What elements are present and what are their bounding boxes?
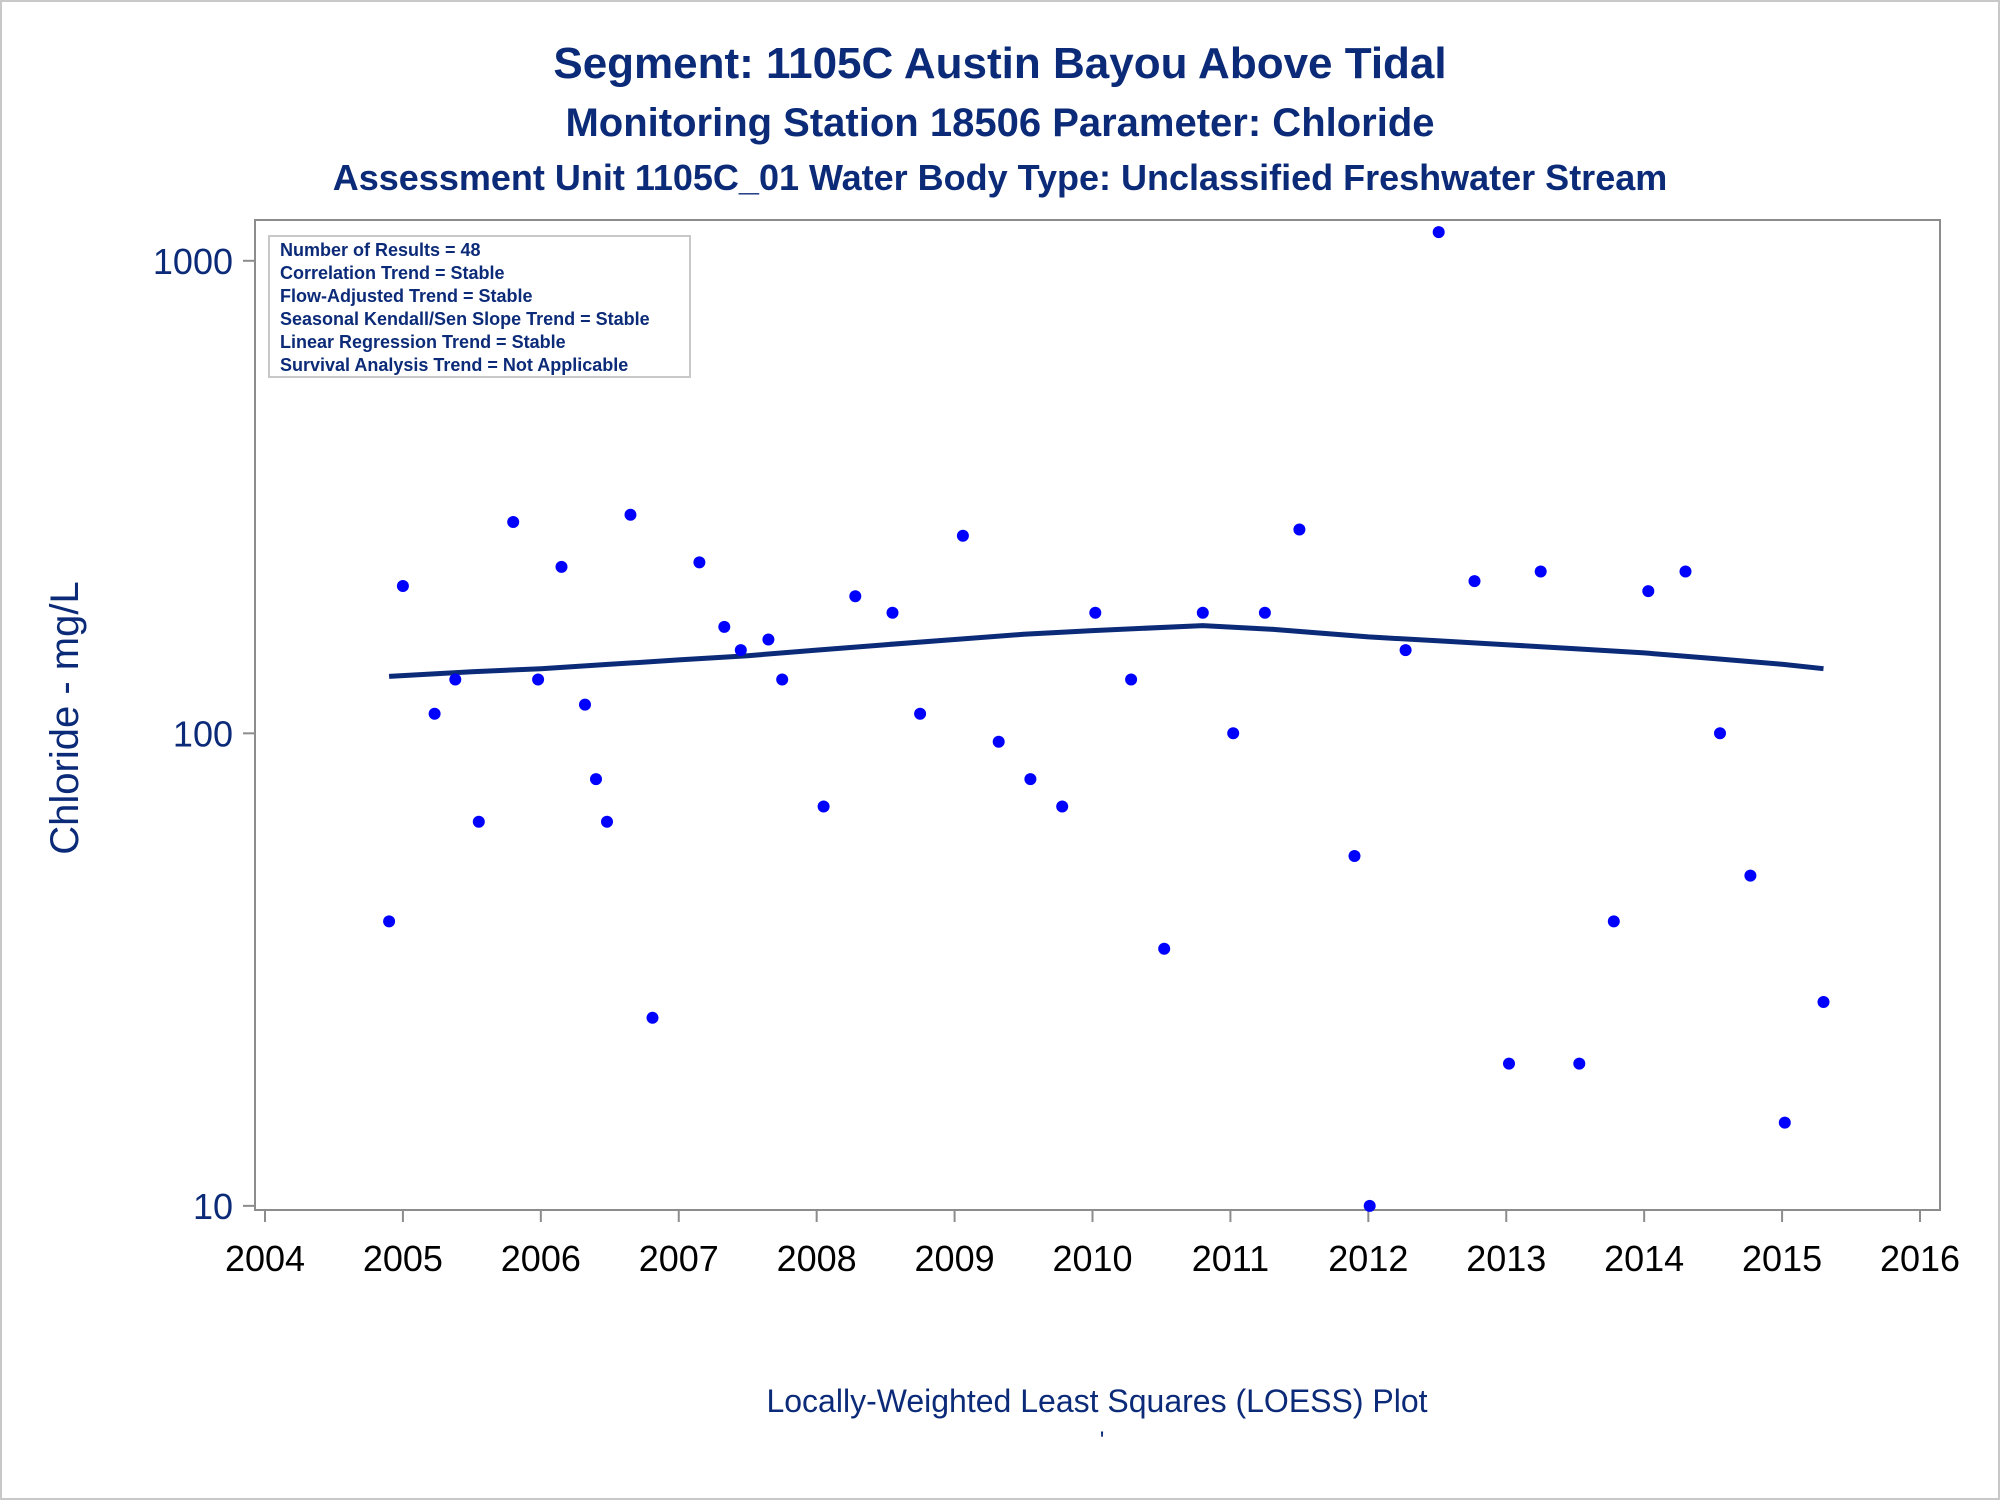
legend-line: Seasonal Kendall/Sen Slope Trend = Stabl… — [280, 309, 650, 329]
data-point — [1024, 773, 1037, 786]
x-tick-label: 2009 — [915, 1238, 995, 1279]
y-tick-label: 1000 — [153, 241, 233, 282]
data-point — [776, 673, 789, 686]
data-point — [817, 800, 830, 813]
data-point — [1607, 915, 1620, 928]
data-point — [579, 698, 591, 711]
x-tick-label: 2007 — [639, 1238, 719, 1279]
data-point — [693, 556, 706, 569]
data-point — [532, 673, 545, 686]
footer-mark: ' — [1100, 1427, 1105, 1454]
data-point — [1679, 565, 1692, 578]
data-point — [1399, 644, 1412, 657]
y-tick-label: 10 — [193, 1186, 233, 1227]
data-point — [1642, 585, 1655, 598]
data-point — [1714, 727, 1726, 740]
data-point — [1503, 1057, 1515, 1070]
data-point — [1744, 869, 1757, 882]
data-point — [1056, 800, 1069, 813]
data-point — [849, 590, 862, 603]
points-layer — [383, 226, 1830, 1212]
legend-line: Flow-Adjusted Trend = Stable — [280, 286, 533, 306]
x-tick-label: 2010 — [1052, 1238, 1132, 1279]
legend-box: Number of Results = 48 Correlation Trend … — [268, 235, 691, 378]
data-point — [1227, 727, 1240, 740]
chart-subtitle-2: Assessment Unit 1105C_01 Water Body Type… — [333, 157, 1668, 198]
data-point — [449, 673, 462, 686]
data-point — [762, 633, 775, 646]
data-point — [590, 773, 602, 786]
data-point — [472, 815, 485, 828]
loess-layer — [388, 623, 1824, 679]
chart-subtitle: Monitoring Station 18506 Parameter: Chlo… — [565, 101, 1434, 145]
data-point — [1778, 1116, 1791, 1129]
x-tick-label: 2013 — [1466, 1238, 1546, 1279]
x-tick-label: 2004 — [225, 1238, 305, 1279]
x-tick-label: 2014 — [1604, 1238, 1684, 1279]
data-point — [1258, 606, 1271, 619]
data-point — [507, 516, 520, 528]
legend-line: Correlation Trend = Stable — [280, 263, 505, 283]
data-point — [956, 529, 969, 542]
data-point — [1293, 523, 1306, 536]
data-point — [886, 606, 899, 619]
x-tick-label: 2016 — [1880, 1238, 1960, 1279]
loess-line — [388, 623, 1824, 679]
data-point — [1348, 850, 1361, 862]
x-tick-label: 2005 — [363, 1238, 443, 1279]
data-point — [1817, 996, 1830, 1008]
data-point — [396, 580, 409, 592]
y-tick-label: 100 — [173, 713, 233, 754]
plot-area — [254, 219, 1941, 1211]
x-tick-label: 2015 — [1742, 1238, 1822, 1279]
chart-title: Segment: 1105C Austin Bayou Above Tidal — [553, 39, 1446, 88]
data-point — [1573, 1057, 1586, 1070]
data-point — [1125, 673, 1138, 686]
x-tick-label: 2006 — [501, 1238, 581, 1279]
data-point — [718, 620, 731, 633]
data-point — [1196, 606, 1209, 619]
data-point — [1158, 942, 1171, 955]
data-point — [1432, 226, 1445, 239]
data-point — [992, 735, 1005, 748]
x-axis: 2004 2005 2006 2007 2008 2009 2010 2011 2012 2013… — [225, 1210, 1960, 1279]
y-axis: 10 100 1000 — [153, 241, 255, 1227]
legend-line: Number of Results = 48 — [280, 240, 481, 260]
data-point — [734, 644, 747, 657]
legend-lines: Number of Results = 48 Correlation Trend … — [280, 240, 650, 375]
data-point — [1534, 565, 1547, 578]
legend-line: Linear Regression Trend = Stable — [280, 332, 566, 352]
data-point — [383, 915, 396, 928]
legend-line: Survival Analysis Trend = Not Applicable — [280, 355, 628, 375]
data-point — [428, 707, 441, 720]
data-point — [601, 815, 613, 828]
data-point — [914, 707, 927, 720]
y-axis-label: Chloride - mg/L — [43, 581, 87, 854]
data-point — [555, 560, 568, 573]
x-tick-label: 2008 — [777, 1238, 857, 1279]
x-tick-label: 2012 — [1328, 1238, 1408, 1279]
data-point — [1468, 575, 1481, 588]
x-tick-label: 2011 — [1192, 1238, 1269, 1279]
data-point — [624, 508, 637, 521]
legend-frame — [268, 235, 691, 378]
data-point — [646, 1011, 659, 1024]
data-point — [1089, 606, 1102, 619]
plot-caption: Locally-Weighted Least Squares (LOESS) P… — [766, 1383, 1427, 1419]
data-point — [1363, 1199, 1376, 1212]
